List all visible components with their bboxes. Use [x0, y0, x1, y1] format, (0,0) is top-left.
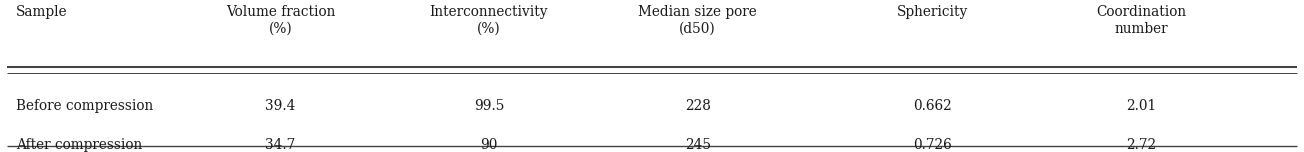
Text: 0.726: 0.726: [913, 138, 952, 152]
Text: Coordination
number: Coordination number: [1095, 5, 1187, 36]
Text: Volume fraction
(%): Volume fraction (%): [226, 5, 335, 36]
Text: After compression: After compression: [16, 138, 142, 152]
Text: 90: 90: [480, 138, 498, 152]
Text: 0.662: 0.662: [913, 99, 952, 113]
Text: 99.5: 99.5: [473, 99, 505, 113]
Text: Interconnectivity
(%): Interconnectivity (%): [430, 5, 548, 36]
Text: 2.01: 2.01: [1125, 99, 1157, 113]
Text: Median size pore
(d50): Median size pore (d50): [638, 5, 758, 36]
Text: 39.4: 39.4: [265, 99, 296, 113]
Text: 2.72: 2.72: [1125, 138, 1157, 152]
Text: Before compression: Before compression: [16, 99, 153, 113]
Text: Sample: Sample: [16, 5, 68, 19]
Text: Sphericity: Sphericity: [897, 5, 968, 19]
Text: 228: 228: [685, 99, 711, 113]
Text: 34.7: 34.7: [265, 138, 296, 152]
Text: 245: 245: [685, 138, 711, 152]
